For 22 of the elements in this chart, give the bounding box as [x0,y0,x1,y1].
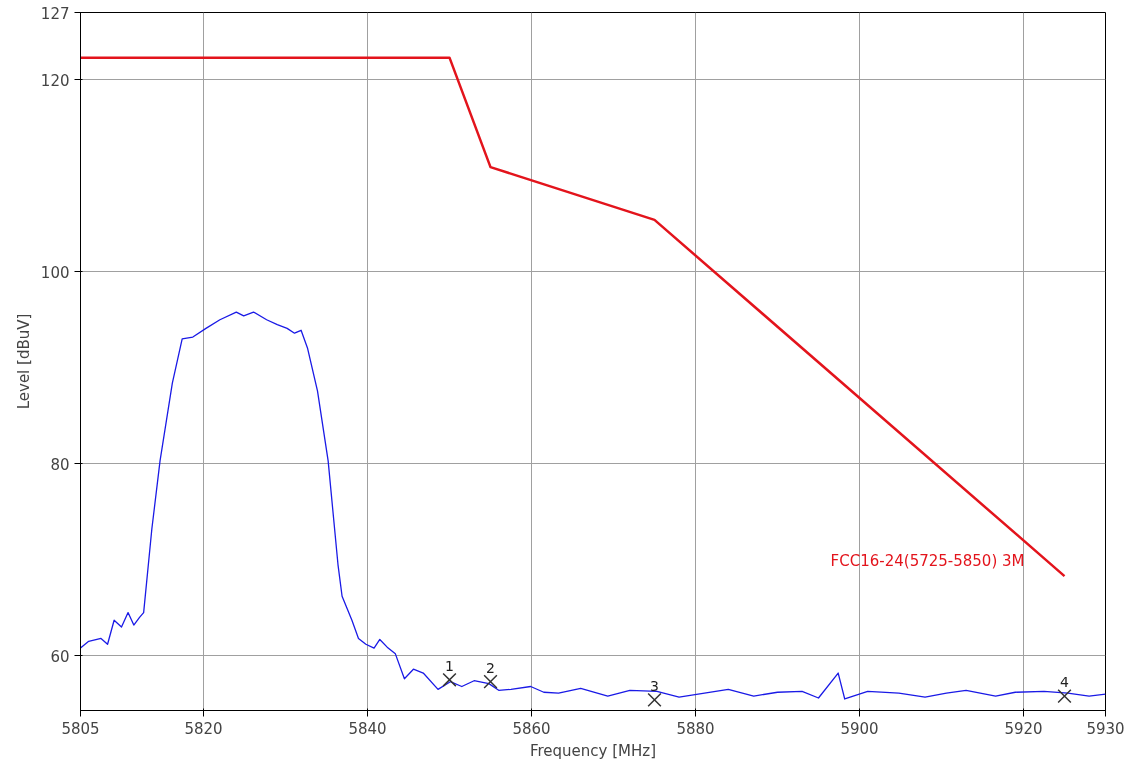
x-tick-label: 5860 [512,719,551,738]
line-series [80,56,1066,578]
x-tick-label: 5880 [676,719,715,738]
annotation: 1 [445,657,454,674]
y-tick-label: 120 [40,71,70,90]
line-series [80,311,1106,700]
x-tick-label: 5900 [840,719,879,738]
y-tick-label: 100 [40,263,70,282]
x-tick-label: 5930 [1086,719,1125,738]
y-tick-label: 80 [50,455,70,474]
x-tick-label: 5840 [348,719,387,738]
y-axis-title: Level [dBuV] [14,313,33,410]
annotation: 3 [650,677,659,694]
x-tick-label: 5805 [61,719,100,738]
x-axis-title: Frequency [MHz] [529,741,657,760]
x-tick-label: 5920 [1004,719,1043,738]
annotation: 4 [1060,674,1070,691]
y-tick-label: 127 [40,4,70,23]
x-tick-label: 5820 [184,719,223,738]
y-tick-label: 60 [50,647,70,666]
annotation: 2 [486,659,495,676]
series-label: FCC16-24(5725-5850) 3M [830,552,1025,571]
